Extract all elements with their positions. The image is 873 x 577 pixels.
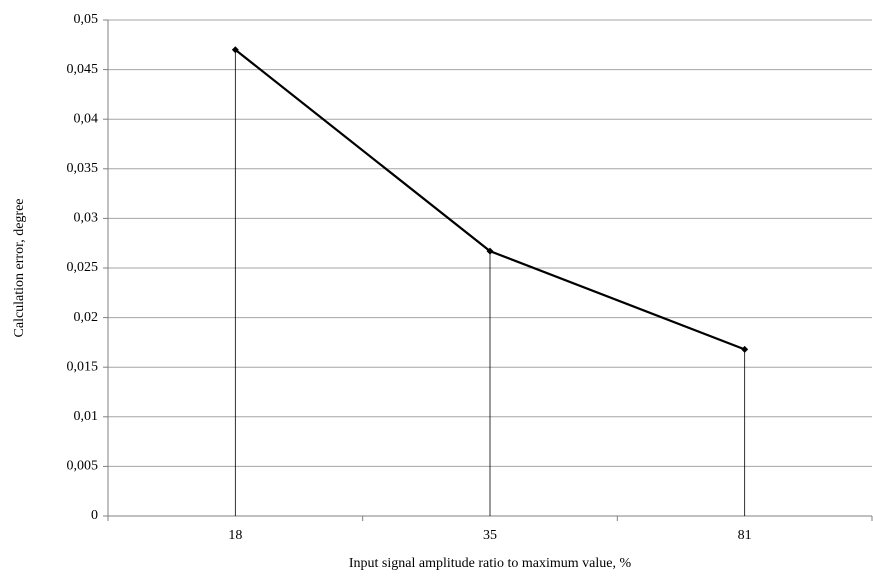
y-tick-label: 0,025 (67, 260, 99, 275)
marker (231, 46, 239, 54)
marker (486, 247, 494, 255)
y-tick-label: 0,005 (67, 459, 99, 474)
y-tick-label: 0 (91, 508, 98, 523)
y-tick-label: 0,045 (67, 62, 99, 77)
y-tick-label: 0,04 (74, 111, 99, 126)
y-tick-label: 0,015 (67, 359, 99, 374)
x-axis-label: Input signal amplitude ratio to maximum … (349, 556, 632, 571)
x-tick-label: 81 (738, 528, 752, 543)
x-tick-label: 18 (228, 528, 242, 543)
x-tick-label: 35 (483, 528, 497, 543)
y-tick-label: 0,02 (74, 310, 99, 325)
marker (741, 345, 749, 353)
y-tick-label: 0,03 (74, 211, 99, 226)
y-tick-label: 0,035 (67, 161, 99, 176)
y-axis-label: Calculation error, degree (12, 199, 27, 338)
y-tick-label: 0,01 (74, 409, 99, 424)
y-tick-label: 0,05 (74, 12, 99, 27)
